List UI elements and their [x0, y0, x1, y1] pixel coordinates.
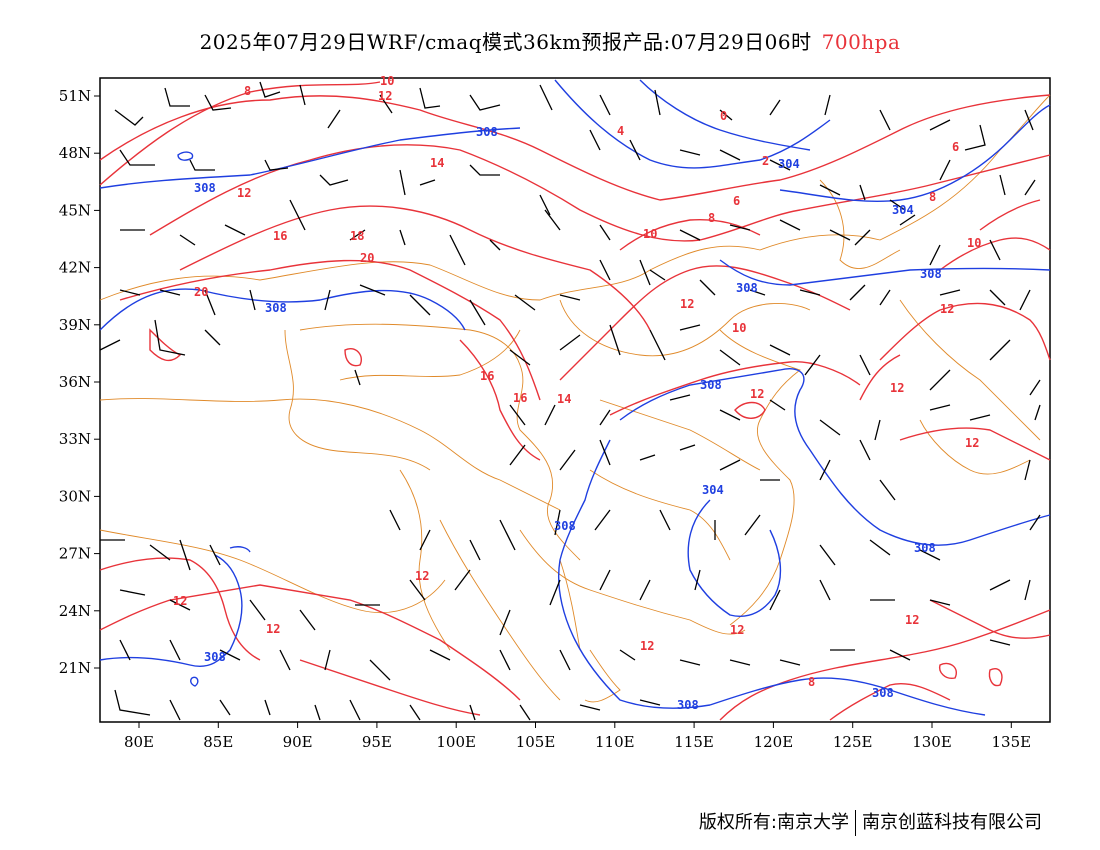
lat-label: 48N	[59, 144, 91, 162]
temperature-contours	[99, 81, 1051, 721]
temp-label: 14	[430, 156, 444, 170]
temp-label: 12	[415, 569, 429, 583]
temp-label: 16	[273, 229, 287, 243]
temp-label: 10	[380, 74, 394, 88]
temp-label: 16	[513, 391, 527, 405]
temp-label: 10	[732, 321, 746, 335]
temp-label: 8	[708, 211, 715, 225]
height-label: 304	[892, 203, 914, 217]
lat-label: 30N	[59, 487, 91, 505]
lon-label: 105E	[516, 733, 556, 751]
lon-label: 125E	[833, 733, 873, 751]
temp-label: 2	[762, 154, 769, 168]
temp-label: 14	[557, 392, 571, 406]
temp-label: 12	[965, 436, 979, 450]
copyright-left: 版权所有:南京大学	[698, 812, 849, 833]
lat-label: 45N	[59, 201, 91, 219]
height-label: 308	[204, 650, 226, 664]
lon-label: 115E	[674, 733, 714, 751]
height-labels: 308 308 304 304 308 308 308 304 308 308 …	[194, 125, 942, 712]
wind-barbs	[99, 81, 1041, 721]
temp-label: 20	[194, 285, 208, 299]
map-title: 2025年07月29日WRF/cmaq模式36km预报产品:07月29日06时 7…	[0, 26, 1100, 55]
height-label: 308	[872, 686, 894, 700]
boundary-lines	[99, 94, 1051, 703]
height-label: 304	[778, 157, 800, 171]
lon-label: 135E	[992, 733, 1032, 751]
temp-label: 12	[750, 387, 764, 401]
lat-label: 42N	[59, 259, 91, 277]
lon-label: 130E	[912, 733, 952, 751]
height-label: 308	[476, 125, 498, 139]
lon-label: 95E	[362, 733, 392, 751]
height-label: 308	[736, 281, 758, 295]
temp-label: 20	[360, 251, 374, 265]
lon-label: 85E	[203, 733, 233, 751]
height-label: 308	[194, 181, 216, 195]
temp-label: 8	[929, 190, 936, 204]
temperature-labels: 8 10 12 4 0 2 6 8 10 14 16 18 20 20 12 1…	[173, 74, 981, 689]
temp-label: 12	[890, 381, 904, 395]
temp-label: 6	[733, 194, 740, 208]
lat-label: 21N	[59, 659, 91, 677]
map-frame	[99, 77, 1051, 723]
temp-label: 12	[940, 302, 954, 316]
height-label: 308	[914, 541, 936, 555]
temp-label: 4	[617, 124, 624, 138]
temp-label: 12	[730, 623, 744, 637]
height-label: 308	[554, 519, 576, 533]
temp-label: 10	[967, 236, 981, 250]
temp-label: 8	[808, 675, 815, 689]
lat-label: 33N	[59, 430, 91, 448]
lat-label: 27N	[59, 545, 91, 563]
temp-label: 10	[643, 227, 657, 241]
latitude-axis: 51N 48N 45N 42N 39N 36N 33N 30N 27N 24N 21N	[59, 87, 100, 677]
temp-label: 0	[720, 109, 727, 123]
temp-label: 12	[378, 89, 392, 103]
temp-label: 12	[680, 297, 694, 311]
copyright-right: 南京创蓝科技有限公司	[862, 812, 1042, 833]
height-label: 308	[920, 267, 942, 281]
temp-label: 12	[266, 622, 280, 636]
height-label: 304	[702, 483, 724, 497]
temp-label: 8	[244, 84, 251, 98]
lon-label: 100E	[436, 733, 476, 751]
height-label: 308	[265, 301, 287, 315]
temp-label: 12	[237, 186, 251, 200]
title-main: 2025年07月29日WRF/cmaq模式36km预报产品:07月29日06时	[199, 30, 812, 54]
lat-label: 36N	[59, 373, 91, 391]
height-contours	[99, 79, 1051, 716]
lon-label: 110E	[595, 733, 635, 751]
temp-label: 18	[350, 229, 364, 243]
temp-label: 12	[173, 594, 187, 608]
temp-label: 12	[905, 613, 919, 627]
lat-label: 39N	[59, 316, 91, 334]
lon-label: 80E	[124, 733, 154, 751]
height-label: 308	[700, 378, 722, 392]
copyright-divider	[855, 810, 856, 836]
lon-label: 90E	[283, 733, 313, 751]
copyright: 版权所有:南京大学 南京创蓝科技有限公司	[699, 808, 1042, 836]
lat-label: 24N	[59, 602, 91, 620]
temp-label: 16	[480, 369, 494, 383]
temp-label: 6	[952, 140, 959, 154]
lat-label: 51N	[59, 87, 91, 105]
longitude-axis: 80E 85E 90E 95E 100E 105E 110E 115E 120E 125E 130E…	[124, 722, 1031, 751]
title-level: 700hpa	[821, 30, 901, 54]
lon-label: 120E	[754, 733, 794, 751]
temp-label: 12	[640, 639, 654, 653]
height-label: 308	[677, 698, 699, 712]
